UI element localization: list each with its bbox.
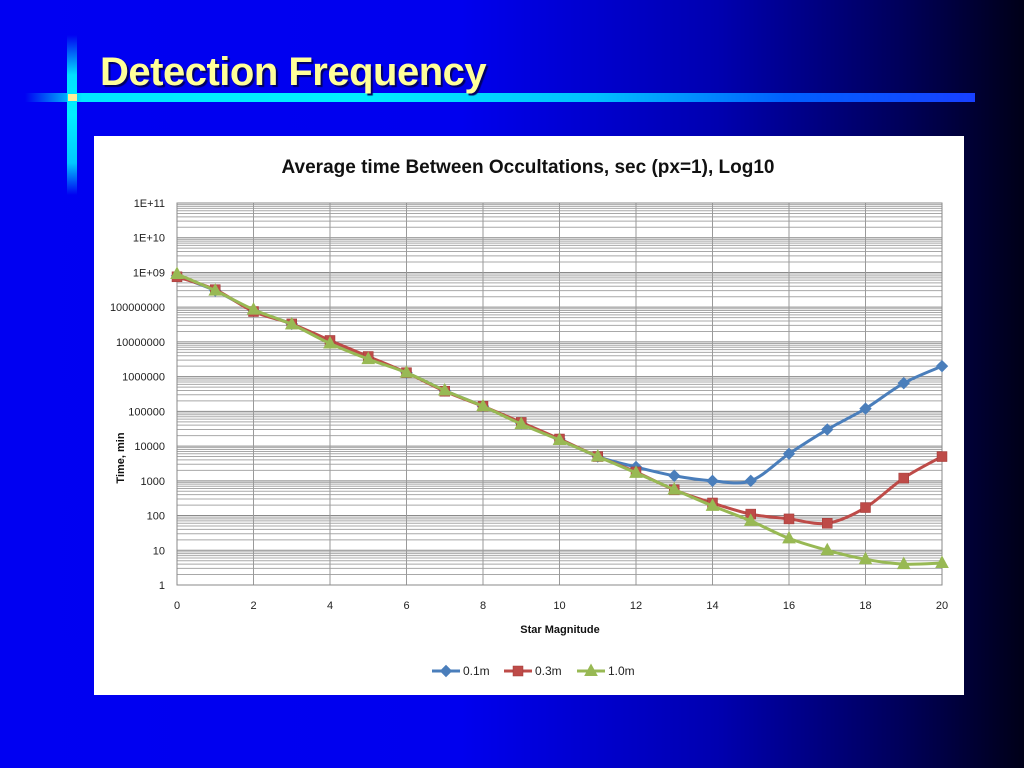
data-point xyxy=(552,432,567,445)
y-axis-ticks: 1 10 100 1000 10000 100000 1000000 10000000 1000… xyxy=(110,198,165,592)
y-tick-label: 1 xyxy=(159,580,165,592)
data-point xyxy=(705,498,720,511)
chart-panel: Average time Between Occultations, sec (… xyxy=(94,136,964,695)
data-point xyxy=(744,474,757,488)
x-tick-label: 20 xyxy=(936,600,948,612)
data-point xyxy=(246,302,261,315)
y-tick-label: 100 xyxy=(147,511,165,523)
legend-item: 0.1m xyxy=(432,664,490,678)
data-point xyxy=(782,447,796,461)
x-tick-label: 8 xyxy=(480,600,486,612)
decorative-cross-dot xyxy=(68,94,77,101)
data-point xyxy=(590,449,605,462)
data-point xyxy=(668,469,681,482)
data-point xyxy=(629,465,643,478)
x-tick-label: 4 xyxy=(327,600,333,612)
data-point xyxy=(667,482,682,495)
data-point xyxy=(858,551,873,565)
data-point xyxy=(514,416,529,430)
y-tick-label: 100000000 xyxy=(110,302,165,314)
data-point xyxy=(820,542,835,556)
legend-swatch-marker xyxy=(512,665,524,677)
y-tick-label: 10 xyxy=(153,545,165,557)
x-tick-label: 2 xyxy=(250,600,256,612)
series-1_0m xyxy=(170,266,949,570)
y-tick-label: 100000 xyxy=(128,406,165,418)
x-tick-label: 6 xyxy=(403,600,409,612)
legend-label: 1.0m xyxy=(608,664,635,678)
data-point xyxy=(476,398,490,412)
series-layer xyxy=(170,266,949,570)
x-tick-label: 10 xyxy=(553,600,565,612)
x-tick-label: 0 xyxy=(174,600,180,612)
decorative-horizontal-line xyxy=(25,93,975,102)
data-point xyxy=(935,555,949,569)
data-point xyxy=(170,266,184,280)
plot-frame xyxy=(176,202,943,586)
data-point xyxy=(936,451,948,462)
data-point xyxy=(361,351,376,365)
data-point xyxy=(860,502,871,513)
plot-area-border xyxy=(176,202,943,586)
data-point xyxy=(783,513,795,525)
x-tick-label: 12 xyxy=(630,600,642,612)
data-point xyxy=(897,376,910,390)
legend-swatch-marker xyxy=(439,664,453,678)
legend-label: 0.3m xyxy=(535,664,562,678)
y-tick-label: 10000 xyxy=(134,441,165,453)
y-tick-label: 1E+11 xyxy=(134,198,165,210)
legend-swatch-marker xyxy=(584,663,598,676)
y-tick-label: 1E+10 xyxy=(133,233,165,245)
legend-item: 1.0m xyxy=(577,663,635,678)
data-point xyxy=(859,402,872,415)
legend-label: 0.1m xyxy=(463,664,490,678)
data-point xyxy=(437,382,452,396)
slide-title: Detection Frequency xyxy=(100,50,487,94)
data-point xyxy=(896,556,911,570)
data-point xyxy=(208,283,223,296)
data-point xyxy=(821,423,834,436)
decorative-vertical-line xyxy=(67,35,77,195)
data-point xyxy=(822,517,833,529)
data-point xyxy=(898,472,909,484)
data-point xyxy=(782,530,796,544)
data-point xyxy=(706,474,719,488)
x-tick-label: 18 xyxy=(859,600,871,612)
x-tick-label: 14 xyxy=(706,600,718,612)
y-tick-label: 1E+09 xyxy=(133,267,165,279)
x-axis-ticks: 0 2 4 6 8 10 12 14 16 18 20 xyxy=(174,600,948,612)
x-tick-label: 16 xyxy=(783,600,795,612)
y-tick-label: 1000 xyxy=(141,476,165,488)
chart-title: Average time Between Occultations, sec (… xyxy=(282,157,775,178)
data-point xyxy=(743,513,758,526)
data-point xyxy=(284,316,299,330)
y-tick-label: 10000000 xyxy=(116,337,165,349)
data-point xyxy=(323,335,337,349)
data-point xyxy=(399,365,414,378)
chart: Average time Between Occultations, sec (… xyxy=(110,157,949,678)
x-axis-label: Star Magnitude xyxy=(520,624,599,636)
y-tick-label: 1000000 xyxy=(122,372,165,384)
legend-item: 0.3m xyxy=(504,664,562,678)
y-axis-label: Time, min xyxy=(115,432,127,483)
legend: 0.1m 0.3m 1.0m xyxy=(432,663,635,678)
data-point xyxy=(935,359,949,373)
